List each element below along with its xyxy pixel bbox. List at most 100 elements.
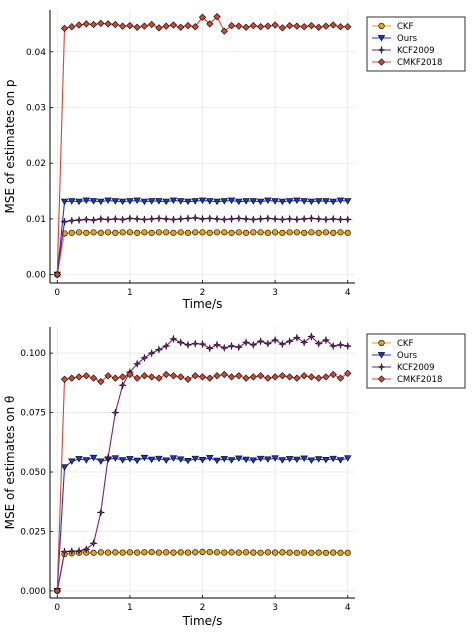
data-point: [241, 337, 251, 347]
data-point: [299, 214, 309, 224]
data-point: [111, 455, 120, 462]
data-point: [234, 342, 244, 352]
data-point: [286, 549, 293, 556]
data-point: [228, 549, 235, 556]
y-tick-label: 0.050: [20, 468, 46, 478]
data-point: [162, 370, 170, 379]
data-point: [190, 339, 200, 349]
data-point: [336, 197, 345, 205]
data-point: [344, 455, 352, 462]
legend-marker: [378, 339, 385, 347]
data-point: [83, 229, 90, 236]
data-point: [322, 229, 330, 236]
data-point: [198, 197, 207, 205]
data-point: [82, 372, 90, 380]
data-point: [118, 198, 127, 206]
data-point: [68, 198, 76, 205]
data-point: [97, 549, 104, 556]
data-point: [183, 213, 193, 223]
x-tick-label: 4: [345, 288, 351, 298]
data-point: [242, 229, 250, 236]
data-point: [307, 198, 316, 206]
data-point: [199, 548, 206, 555]
data-point: [335, 340, 346, 350]
data-point: [59, 547, 70, 557]
data-point: [190, 213, 200, 223]
data-point: [103, 214, 113, 225]
x-tick-label: 3: [272, 288, 278, 298]
data-point: [213, 229, 221, 236]
data-point: [256, 214, 266, 224]
legend-marker: [378, 22, 385, 30]
data-point: [74, 546, 84, 556]
y-axis-label: MSE of estimates on θ: [3, 396, 17, 530]
data-point: [90, 229, 97, 236]
data-point: [161, 214, 171, 224]
x-tick-label: 0: [54, 288, 60, 298]
data-point: [314, 456, 323, 463]
data-point: [119, 549, 126, 556]
data-point: [322, 22, 330, 30]
data-point: [306, 331, 316, 342]
data-point: [235, 549, 242, 556]
data-point: [147, 198, 156, 205]
chart-panel-1: 0 1 2 3 4 0.00 0.01 0.02 0.03 0.04 Time/s MSE of es…: [3, 10, 466, 311]
data-point: [219, 343, 229, 353]
data-point: [169, 21, 178, 29]
data-point: [285, 198, 294, 205]
data-point: [68, 374, 76, 382]
data-point: [263, 339, 273, 349]
data-point: [68, 458, 76, 465]
data-point: [104, 372, 112, 380]
data-point: [198, 13, 207, 21]
data-point: [169, 455, 178, 462]
data-point: [155, 549, 163, 556]
legend-label: KCF2009: [397, 363, 435, 373]
data-point: [220, 198, 229, 205]
data-point: [96, 214, 106, 224]
data-point: [285, 214, 295, 224]
data-point: [126, 21, 134, 30]
data-point: [97, 229, 104, 236]
data-point: [241, 214, 251, 224]
data-point: [81, 544, 91, 554]
data-point: [249, 373, 257, 381]
data-point: [177, 373, 185, 381]
data-point: [213, 549, 221, 556]
data-point: [162, 457, 170, 464]
data-point: [75, 373, 83, 381]
data-point: [329, 370, 337, 379]
data-point: [161, 341, 171, 351]
data-point: [132, 214, 142, 224]
data-point: [235, 372, 243, 380]
data-point: [110, 214, 120, 224]
series-ours: [53, 197, 352, 279]
data-point: [81, 214, 91, 225]
data-point: [197, 339, 208, 349]
data-point: [315, 549, 322, 556]
data-point: [60, 198, 69, 206]
data-point: [163, 549, 170, 556]
data-point: [140, 22, 149, 30]
x-tick-label: 3: [272, 603, 278, 613]
data-point: [343, 341, 353, 351]
legend-marker: [376, 45, 387, 55]
data-point: [126, 229, 133, 236]
data-point: [256, 455, 265, 463]
data-point: [221, 229, 228, 236]
data-point: [206, 198, 214, 205]
data-point: [227, 341, 237, 351]
x-tick-label: 2: [200, 603, 206, 613]
data-point: [148, 549, 155, 556]
data-point: [97, 19, 105, 27]
data-point: [344, 369, 352, 377]
data-point: [168, 334, 178, 344]
data-point: [257, 229, 264, 236]
data-point: [277, 339, 287, 349]
data-point: [133, 374, 141, 382]
data-point: [162, 198, 170, 206]
data-point: [292, 214, 302, 225]
data-point: [75, 229, 83, 236]
data-point: [184, 375, 192, 383]
